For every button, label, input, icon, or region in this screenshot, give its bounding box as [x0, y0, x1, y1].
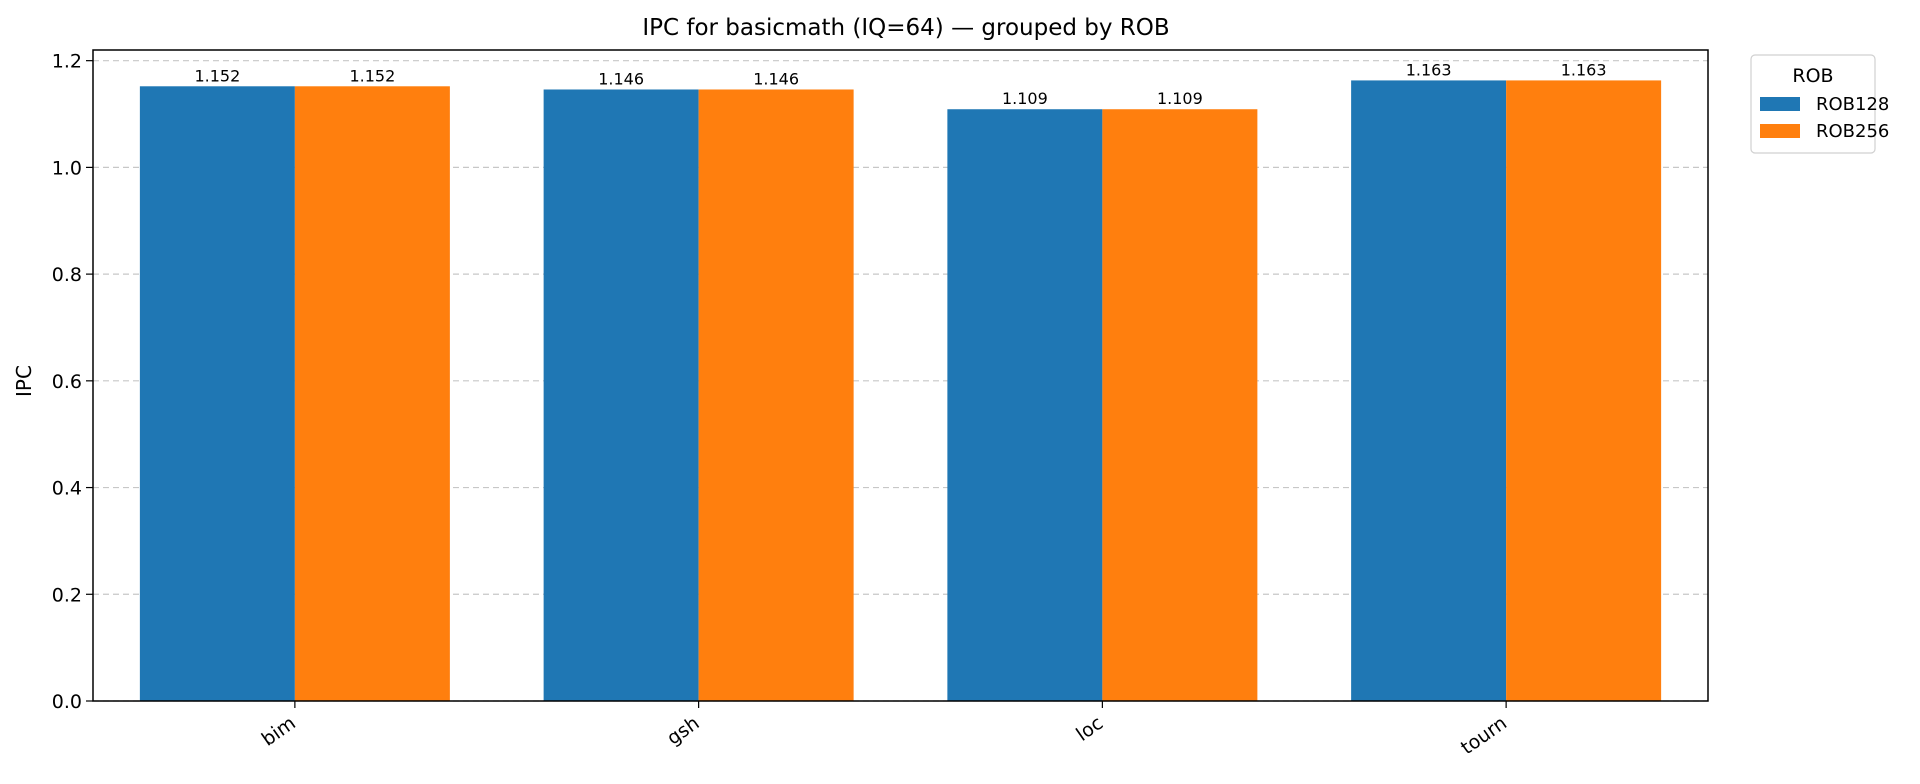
legend-swatch-rob128	[1760, 97, 1800, 111]
legend-title: ROB	[1792, 65, 1833, 87]
y-tick-label: 0.0	[52, 691, 82, 713]
y-tick-label: 1.2	[52, 51, 82, 73]
data-label: 1.152	[349, 66, 395, 85]
y-tick-label: 0.4	[52, 478, 82, 500]
y-tick-label: 0.2	[52, 584, 82, 606]
legend-label-rob256: ROB256	[1816, 121, 1889, 142]
data-label: 1.146	[598, 69, 644, 88]
legend-swatch-rob256	[1760, 124, 1800, 138]
bar-rob128-bim	[139, 86, 295, 701]
data-label: 1.109	[1002, 89, 1048, 108]
data-labels: 1.152 1.152 1.146 1.146 1.109 1.109 1.163 1.163	[194, 60, 1606, 108]
bar-rob128-tourn	[1351, 80, 1507, 701]
legend-label-rob128: ROB128	[1816, 94, 1889, 115]
bar-rob256-bim	[294, 86, 450, 701]
y-tick-label: 1.0	[52, 157, 82, 179]
bar-rob256-loc	[1102, 109, 1258, 701]
y-tick-label: 0.8	[52, 264, 82, 286]
y-tick-label: 0.6	[52, 371, 82, 393]
bar-rob128-loc	[947, 109, 1103, 701]
bar-rob128-gsh	[543, 89, 699, 702]
bar-rob256-tourn	[1506, 80, 1662, 701]
y-axis: 0.0 0.2 0.4 0.6 0.8 1.0 1.2	[52, 51, 93, 713]
data-label: 1.109	[1157, 89, 1203, 108]
bars	[139, 80, 1662, 702]
legend: ROB ROB128 ROB256	[1750, 54, 1889, 154]
bar-rob256-gsh	[698, 89, 854, 702]
plot-frame	[92, 49, 1709, 702]
data-label: 1.146	[753, 69, 799, 88]
data-label: 1.163	[1561, 60, 1607, 79]
chart-title: IPC for basicmath (IQ=64) — grouped by R…	[642, 15, 1169, 41]
data-label: 1.163	[1406, 60, 1452, 79]
data-label: 1.152	[194, 66, 240, 85]
y-axis-label: IPC	[12, 365, 36, 397]
